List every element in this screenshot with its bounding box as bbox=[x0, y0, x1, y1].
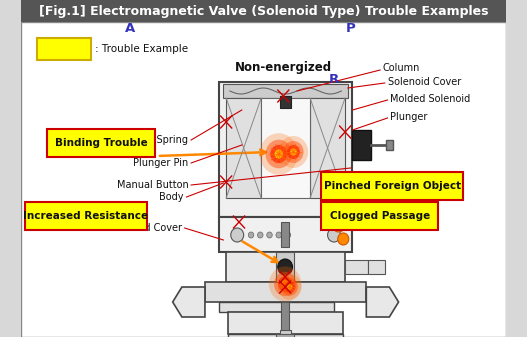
Circle shape bbox=[338, 233, 349, 245]
Bar bbox=[281, 222, 289, 247]
Bar bbox=[223, 84, 348, 98]
Circle shape bbox=[269, 267, 301, 302]
Bar bbox=[276, 334, 295, 337]
Bar bbox=[226, 98, 261, 198]
Bar bbox=[226, 252, 345, 282]
Text: A: A bbox=[125, 22, 135, 35]
Circle shape bbox=[284, 141, 304, 163]
Text: Plunger Pin: Plunger Pin bbox=[133, 158, 188, 168]
Text: Plunger Spring: Plunger Spring bbox=[116, 135, 188, 145]
Circle shape bbox=[290, 149, 297, 155]
Bar bbox=[353, 130, 371, 160]
Text: : Trouble Example: : Trouble Example bbox=[95, 44, 188, 54]
Circle shape bbox=[285, 232, 291, 238]
Text: Clogged Passage: Clogged Passage bbox=[329, 211, 430, 221]
Circle shape bbox=[278, 276, 292, 292]
Text: Column: Column bbox=[383, 63, 420, 73]
Bar bbox=[219, 302, 334, 312]
Bar bbox=[205, 282, 366, 302]
Text: End Cover: End Cover bbox=[132, 223, 182, 233]
Circle shape bbox=[266, 140, 292, 168]
Bar bbox=[219, 217, 353, 252]
Text: Solenoid Cover: Solenoid Cover bbox=[387, 77, 461, 87]
Text: Molded Solenoid: Molded Solenoid bbox=[391, 94, 471, 104]
FancyBboxPatch shape bbox=[321, 172, 463, 200]
Circle shape bbox=[285, 281, 295, 293]
Bar bbox=[228, 334, 343, 337]
Bar bbox=[345, 260, 368, 274]
Bar bbox=[276, 252, 295, 282]
Circle shape bbox=[274, 272, 296, 296]
Bar bbox=[386, 140, 393, 150]
Text: R: R bbox=[329, 73, 339, 86]
Circle shape bbox=[278, 259, 292, 275]
Circle shape bbox=[270, 145, 287, 163]
Circle shape bbox=[281, 278, 298, 296]
Circle shape bbox=[287, 284, 292, 290]
Circle shape bbox=[267, 232, 272, 238]
Text: Plunger: Plunger bbox=[391, 112, 427, 122]
Circle shape bbox=[281, 280, 289, 288]
Circle shape bbox=[332, 218, 345, 232]
Text: Pinched Foreign Object: Pinched Foreign Object bbox=[324, 181, 461, 191]
Circle shape bbox=[258, 232, 263, 238]
FancyBboxPatch shape bbox=[25, 202, 147, 230]
Text: P: P bbox=[346, 22, 356, 35]
Bar bbox=[280, 330, 291, 337]
Circle shape bbox=[276, 232, 281, 238]
Polygon shape bbox=[173, 287, 205, 317]
Circle shape bbox=[287, 145, 300, 159]
Circle shape bbox=[259, 133, 298, 175]
Circle shape bbox=[279, 136, 308, 168]
Bar bbox=[37, 38, 91, 60]
FancyBboxPatch shape bbox=[321, 202, 438, 230]
Circle shape bbox=[278, 274, 301, 300]
Polygon shape bbox=[366, 287, 398, 317]
Circle shape bbox=[248, 232, 254, 238]
FancyBboxPatch shape bbox=[47, 129, 155, 157]
Circle shape bbox=[328, 228, 340, 242]
Bar bbox=[280, 96, 291, 108]
Bar bbox=[368, 260, 385, 274]
Text: Manual Button: Manual Button bbox=[116, 180, 188, 190]
Bar bbox=[228, 312, 343, 334]
Text: Body: Body bbox=[159, 192, 184, 202]
Bar bbox=[310, 98, 345, 198]
Bar bbox=[281, 302, 289, 332]
Text: Binding Trouble: Binding Trouble bbox=[55, 138, 148, 148]
Circle shape bbox=[275, 149, 283, 158]
Bar bbox=[219, 82, 353, 217]
Text: [Fig.1] Electromagnetic Valve (Solenoid Type) Trouble Examples: [Fig.1] Electromagnetic Valve (Solenoid … bbox=[39, 4, 488, 18]
Text: Non-energized: Non-energized bbox=[235, 61, 332, 74]
Text: Increased Resistance: Increased Resistance bbox=[23, 211, 149, 221]
Bar bbox=[261, 98, 310, 198]
Text: Flapper: Flapper bbox=[411, 184, 447, 194]
Bar bbox=[21, 0, 506, 22]
Circle shape bbox=[231, 228, 243, 242]
